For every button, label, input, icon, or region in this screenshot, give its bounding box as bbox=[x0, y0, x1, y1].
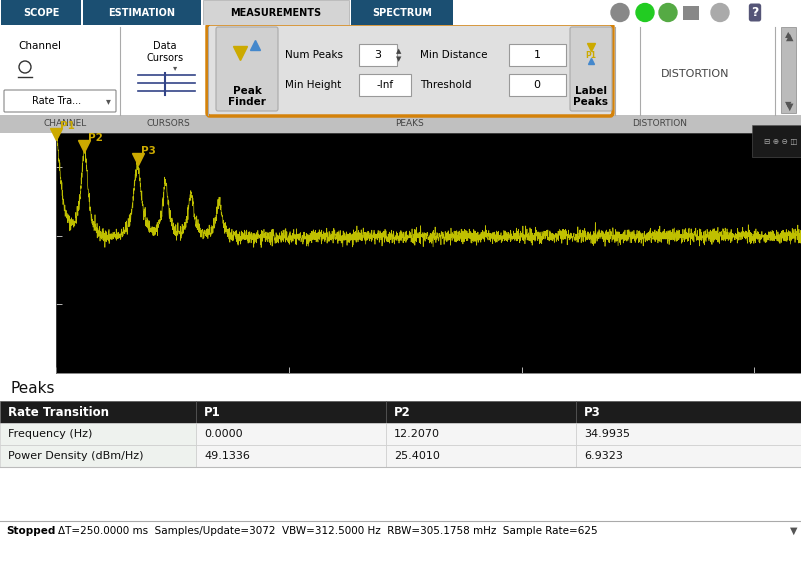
Text: P3: P3 bbox=[584, 405, 601, 418]
Text: 3: 3 bbox=[375, 50, 381, 60]
Text: Label: Label bbox=[575, 86, 607, 96]
Text: Rate Transition: Rate Transition bbox=[8, 405, 109, 418]
FancyBboxPatch shape bbox=[576, 445, 801, 467]
Text: 12.2070: 12.2070 bbox=[394, 429, 440, 439]
Text: ▾: ▾ bbox=[173, 63, 177, 72]
Text: Peaks: Peaks bbox=[10, 381, 54, 396]
FancyBboxPatch shape bbox=[576, 401, 801, 423]
Text: 1: 1 bbox=[533, 50, 541, 60]
Text: Min Distance: Min Distance bbox=[420, 50, 488, 60]
Text: Rate Tra...: Rate Tra... bbox=[32, 96, 82, 106]
Text: P2: P2 bbox=[394, 405, 411, 418]
FancyBboxPatch shape bbox=[386, 401, 576, 423]
Text: CURSORS: CURSORS bbox=[146, 119, 190, 129]
Text: Peak: Peak bbox=[232, 86, 261, 96]
Text: Cursors: Cursors bbox=[147, 53, 183, 63]
Text: P1: P1 bbox=[586, 50, 597, 60]
FancyBboxPatch shape bbox=[0, 423, 196, 445]
FancyBboxPatch shape bbox=[0, 115, 801, 133]
Text: ΔT=250.0000 ms  Samples/Update=3072  VBW=312.5000 Hz  RBW=305.1758 mHz  Sample R: ΔT=250.0000 ms Samples/Update=3072 VBW=3… bbox=[58, 526, 598, 536]
FancyBboxPatch shape bbox=[196, 445, 386, 467]
Y-axis label: dBm / Hz  (dBm/Hz): dBm / Hz (dBm/Hz) bbox=[8, 205, 18, 301]
Text: ▲: ▲ bbox=[396, 48, 401, 54]
Text: MEASUREMENTS: MEASUREMENTS bbox=[231, 8, 321, 18]
Text: ▾: ▾ bbox=[106, 96, 111, 106]
FancyBboxPatch shape bbox=[509, 74, 566, 96]
Circle shape bbox=[659, 4, 677, 22]
FancyBboxPatch shape bbox=[386, 423, 576, 445]
Text: DISTORTION: DISTORTION bbox=[661, 69, 729, 79]
Text: Peaks: Peaks bbox=[574, 97, 609, 107]
Text: ▲: ▲ bbox=[787, 32, 794, 42]
Text: Frequency (Hz): Frequency (Hz) bbox=[8, 429, 92, 439]
Text: 34.9935: 34.9935 bbox=[584, 429, 630, 439]
FancyBboxPatch shape bbox=[0, 445, 196, 467]
FancyBboxPatch shape bbox=[0, 401, 196, 423]
FancyBboxPatch shape bbox=[216, 27, 278, 111]
FancyBboxPatch shape bbox=[386, 445, 576, 467]
FancyBboxPatch shape bbox=[359, 44, 397, 66]
Text: ▼: ▼ bbox=[785, 101, 791, 109]
Text: ESTIMATION: ESTIMATION bbox=[108, 8, 175, 18]
Text: Data: Data bbox=[153, 41, 177, 51]
X-axis label: Frequency (Hz): Frequency (Hz) bbox=[386, 391, 471, 401]
FancyBboxPatch shape bbox=[4, 90, 116, 112]
Text: -Inf: -Inf bbox=[376, 80, 393, 90]
FancyBboxPatch shape bbox=[359, 74, 411, 96]
Text: 0.0000: 0.0000 bbox=[204, 429, 243, 439]
Text: P2: P2 bbox=[88, 133, 103, 143]
Text: Min Height: Min Height bbox=[285, 80, 341, 90]
FancyBboxPatch shape bbox=[196, 401, 386, 423]
FancyBboxPatch shape bbox=[351, 0, 453, 25]
Circle shape bbox=[611, 4, 629, 22]
Text: ▲: ▲ bbox=[785, 30, 791, 40]
Text: ▼: ▼ bbox=[396, 56, 401, 62]
FancyBboxPatch shape bbox=[196, 423, 386, 445]
Text: Finder: Finder bbox=[228, 97, 266, 107]
Circle shape bbox=[636, 4, 654, 22]
FancyBboxPatch shape bbox=[570, 27, 612, 111]
Text: PEAKS: PEAKS bbox=[396, 119, 425, 129]
Text: SCOPE: SCOPE bbox=[22, 8, 59, 18]
FancyBboxPatch shape bbox=[83, 0, 201, 25]
Text: ▼: ▼ bbox=[787, 102, 794, 112]
Text: Num Peaks: Num Peaks bbox=[285, 50, 343, 60]
Text: 6.9323: 6.9323 bbox=[584, 451, 623, 461]
Text: Power Density (dBm/Hz): Power Density (dBm/Hz) bbox=[8, 451, 143, 461]
FancyBboxPatch shape bbox=[203, 0, 349, 25]
Text: 49.1336: 49.1336 bbox=[204, 451, 250, 461]
Text: Threshold: Threshold bbox=[420, 80, 472, 90]
Text: 0: 0 bbox=[533, 80, 541, 90]
Text: P1: P1 bbox=[204, 405, 221, 418]
Text: Stopped: Stopped bbox=[6, 526, 55, 536]
FancyBboxPatch shape bbox=[207, 24, 613, 116]
FancyBboxPatch shape bbox=[1, 0, 81, 25]
Text: Channel: Channel bbox=[18, 41, 62, 51]
Text: SPECTRUM: SPECTRUM bbox=[372, 8, 432, 18]
Circle shape bbox=[711, 4, 729, 22]
FancyBboxPatch shape bbox=[781, 27, 796, 113]
Text: 25.4010: 25.4010 bbox=[394, 451, 440, 461]
Text: ▼: ▼ bbox=[790, 526, 797, 536]
FancyBboxPatch shape bbox=[576, 423, 801, 445]
FancyBboxPatch shape bbox=[509, 44, 566, 66]
FancyBboxPatch shape bbox=[683, 5, 699, 19]
Text: DISTORTION: DISTORTION bbox=[633, 119, 687, 129]
Text: ?: ? bbox=[751, 6, 759, 19]
Text: CHANNEL: CHANNEL bbox=[43, 119, 87, 129]
Text: ⊟ ⊕ ⊖ ◫: ⊟ ⊕ ⊖ ◫ bbox=[764, 137, 797, 146]
Text: P3: P3 bbox=[141, 146, 156, 156]
Text: P1: P1 bbox=[59, 121, 74, 131]
